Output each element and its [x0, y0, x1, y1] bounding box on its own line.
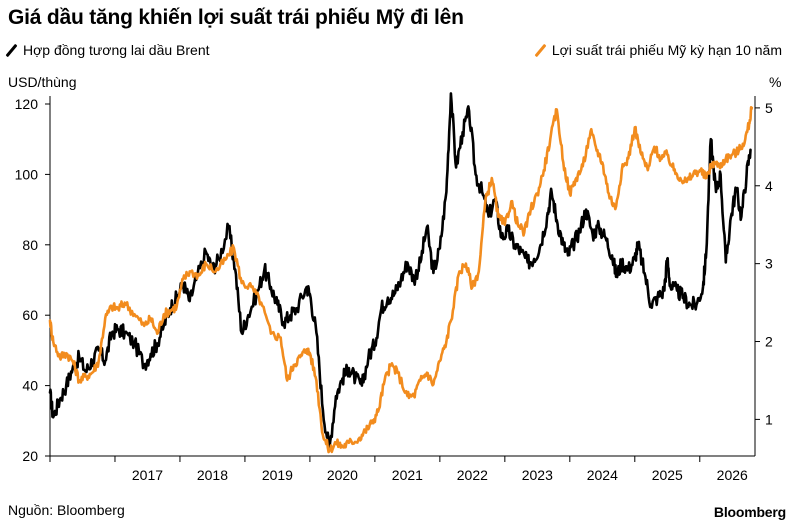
left-axis-label: USD/thùng — [8, 74, 77, 90]
source-note: Nguồn: Bloomberg — [8, 502, 125, 518]
x-tick-label: 2018 — [197, 467, 228, 483]
legend-brent: Hợp đồng tương lai dầu Brent — [5, 42, 210, 58]
y-right-tick-label: 4 — [765, 178, 773, 194]
y-left-tick-label: 40 — [22, 378, 38, 394]
x-tick-label: 2021 — [392, 467, 423, 483]
x-tick-label: 2017 — [132, 467, 163, 483]
y-left-tick-label: 60 — [22, 307, 38, 323]
legend-label-yield: Lợi suất trái phiếu Mỹ kỳ hạn 10 năm — [551, 42, 782, 58]
y-left-tick-label: 20 — [22, 448, 38, 464]
y-right-tick-label: 3 — [765, 256, 773, 272]
y-left-tick-label: 80 — [22, 237, 38, 253]
legend-label-brent: Hợp đồng tương lai dầu Brent — [23, 42, 210, 58]
y-left-tick-label: 100 — [15, 166, 39, 182]
line-chart: 20 40 60 80 100 120 1 2 3 4 5 2017 2018 2019 2020 2021 2… — [15, 92, 773, 483]
x-tick-label: 2020 — [327, 467, 358, 483]
x-tick-label: 2024 — [587, 467, 618, 483]
yield-series-line — [48, 106, 754, 454]
x-tick-label: 2025 — [652, 467, 683, 483]
right-axis-label: % — [769, 74, 782, 90]
x-tick-label: 2019 — [262, 467, 293, 483]
legend-yield: Lợi suất trái phiếu Mỹ kỳ hạn 10 năm — [534, 42, 782, 58]
y-left-tick-label: 120 — [15, 96, 39, 112]
brand-logo: Bloomberg — [713, 504, 786, 520]
x-tick-label: 2026 — [717, 467, 748, 483]
y-right-tick-label: 5 — [765, 100, 773, 116]
x-tick-label: 2023 — [522, 467, 553, 483]
chart-title: Giá dầu tăng khiến lợi suất trái phiếu M… — [8, 6, 464, 29]
y-right-tick-label: 2 — [765, 334, 773, 350]
y-right-tick-label: 1 — [765, 411, 773, 427]
brent-series-line — [48, 92, 752, 451]
x-tick-label: 2022 — [457, 467, 488, 483]
